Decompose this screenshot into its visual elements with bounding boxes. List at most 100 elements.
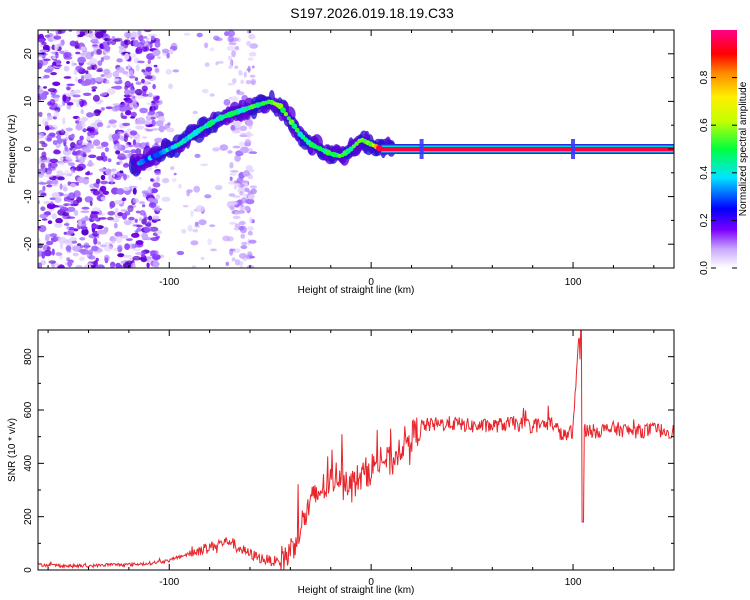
spectrogram-noise-blob bbox=[234, 154, 241, 162]
spectrogram-y-ticks: -20 -10 0 10 20 bbox=[23, 29, 674, 269]
spectrogram-noise-blob bbox=[187, 225, 193, 232]
spectrogram-noise-blob bbox=[143, 225, 152, 233]
spectrogram-noise-blob bbox=[79, 256, 86, 261]
colorbar-tick-label: 0.4 bbox=[699, 165, 710, 179]
spectrogram-noise-blob bbox=[122, 115, 128, 120]
spectrogram-noise-blob bbox=[122, 122, 131, 127]
spectrogram-noise-blob bbox=[238, 253, 248, 259]
spectrogram-noise-blob bbox=[123, 173, 127, 181]
spectrogram-noise-blob bbox=[161, 177, 170, 184]
spectrogram-noise-blob bbox=[82, 92, 92, 97]
ridge-point bbox=[283, 112, 289, 117]
spectrogram-noise-blob bbox=[39, 140, 46, 144]
spectrogram-noise-blob bbox=[120, 260, 126, 264]
spectrogram-noise-blob bbox=[231, 50, 237, 58]
spectrogram-noise-blob bbox=[248, 34, 256, 40]
spectrogram-noise-blob bbox=[239, 225, 247, 234]
spectrogram-noise-blob bbox=[135, 94, 144, 100]
spectrogram-noise-blob bbox=[141, 218, 147, 225]
spectrogram-noise-blob bbox=[155, 120, 164, 127]
spectrogram-noise-blob bbox=[239, 261, 243, 268]
spectrogram-noise-blob bbox=[249, 185, 257, 189]
spectrogram-noise-blob bbox=[94, 77, 104, 82]
spectrogram-noise-blob bbox=[108, 237, 118, 242]
spectrogram-noise-blob bbox=[68, 162, 75, 167]
spectrogram-noise-blob bbox=[133, 39, 139, 48]
spectrogram-noise-blob bbox=[129, 88, 136, 95]
spectrogram-noise-blob bbox=[135, 125, 145, 130]
spectrogram-noise-blob bbox=[157, 56, 161, 59]
spectrogram-noise-blob bbox=[118, 45, 125, 50]
spectrogram-noise-blob bbox=[154, 142, 159, 145]
spectrogram-noise-blob bbox=[46, 240, 54, 246]
spectrogram-noise-blob bbox=[137, 30, 142, 37]
spectrogram-noise-blob bbox=[135, 81, 142, 85]
spectrogram-noise-blob bbox=[234, 45, 240, 51]
spectrogram-noise-blob bbox=[121, 197, 127, 202]
spectrogram-noise-blob bbox=[140, 250, 146, 258]
y-tick-label: 200 bbox=[23, 508, 34, 525]
spectrogram-noise-blob bbox=[75, 40, 79, 45]
spectrogram-noise-blob bbox=[95, 257, 99, 262]
spectrogram-noise-blob bbox=[63, 231, 67, 235]
spectrogram-noise-blob bbox=[72, 252, 79, 257]
spectrogram-noise-blob bbox=[104, 147, 109, 153]
spectrogram-noise-blob bbox=[231, 257, 236, 262]
spectrogram-noise-blob bbox=[245, 198, 255, 205]
spectrogram-noise-blob bbox=[153, 64, 158, 68]
spectrogram-noise-blob bbox=[40, 259, 47, 266]
spectrogram-noise-blob bbox=[247, 175, 254, 180]
spectrogram-noise-blob bbox=[152, 182, 161, 188]
spectrogram-noise-blob bbox=[214, 184, 223, 191]
spectrogram-noise-blob bbox=[127, 205, 134, 213]
spectrogram-noise-blob bbox=[117, 212, 124, 217]
spectrogram-noise-blob bbox=[86, 112, 94, 118]
spectrogram-noise-blob bbox=[168, 48, 174, 55]
spectrogram-noise-blob bbox=[229, 60, 233, 67]
spectrogram-noise-blob bbox=[240, 79, 245, 85]
spectrogram-noise-blob bbox=[229, 248, 236, 252]
spectrogram-noise-blob bbox=[95, 31, 104, 39]
spectrogram-noise-blob bbox=[89, 58, 98, 65]
spectrogram-noise-blob bbox=[170, 42, 178, 51]
x-tick-label: 100 bbox=[565, 277, 582, 288]
spectrogram-noise-blob bbox=[134, 218, 138, 223]
spectrogram-noise-blob bbox=[78, 156, 85, 164]
spectrogram-noise-blob bbox=[151, 128, 160, 131]
spectrogram-noise-blob bbox=[239, 125, 248, 132]
spectrogram-noise-blob bbox=[156, 194, 160, 200]
spectrogram-noise-blob bbox=[41, 151, 47, 158]
spectrogram-noise-blob bbox=[170, 166, 175, 171]
spectrogram-noise-blob bbox=[83, 264, 92, 268]
spectrogram-noise-blob bbox=[130, 37, 136, 40]
spectrogram-noise-blob bbox=[215, 61, 219, 66]
spectrogram-noise-blob bbox=[120, 103, 129, 107]
spectrogram-noise-blob bbox=[133, 103, 138, 110]
ridge-point bbox=[280, 107, 286, 114]
spectrogram-noise-blob bbox=[43, 74, 50, 79]
spectrogram-noise-blob bbox=[186, 190, 191, 197]
colorbar-tick-label: 0.8 bbox=[699, 70, 710, 84]
spectrogram-noise-blob bbox=[172, 69, 180, 73]
spectrogram-noise-blob bbox=[92, 190, 100, 196]
spectrogram-noise-blob bbox=[72, 94, 81, 98]
spectrogram-noise-blob bbox=[129, 130, 138, 136]
spectrogram-noise-blob bbox=[71, 60, 75, 68]
spectrogram-noise-blob bbox=[80, 210, 90, 213]
spectrogram-noise-blob bbox=[96, 156, 104, 161]
spectrogram-noise-blob bbox=[57, 30, 62, 35]
spectrogram-noise-blob bbox=[168, 83, 173, 90]
spectrogram-noise-blob bbox=[108, 119, 117, 124]
spectrogram-noise-blob bbox=[54, 197, 62, 203]
spectrogram-noise-blob bbox=[64, 144, 68, 152]
y-tick-label: 20 bbox=[23, 48, 34, 60]
spectrogram-noise-blob bbox=[200, 257, 205, 260]
spectrogram-noise-blob bbox=[114, 207, 119, 214]
spectrogram-noise-blob bbox=[77, 140, 83, 144]
spectrogram-noise-blob bbox=[38, 89, 44, 94]
spectrogram-noise-blob bbox=[38, 248, 44, 252]
spectrogram-noise-blob bbox=[47, 65, 54, 72]
spectrogram-noise-blob bbox=[150, 237, 159, 242]
spectrogram-noise-blob bbox=[148, 33, 157, 38]
spectrogram-noise-blob bbox=[73, 228, 79, 232]
